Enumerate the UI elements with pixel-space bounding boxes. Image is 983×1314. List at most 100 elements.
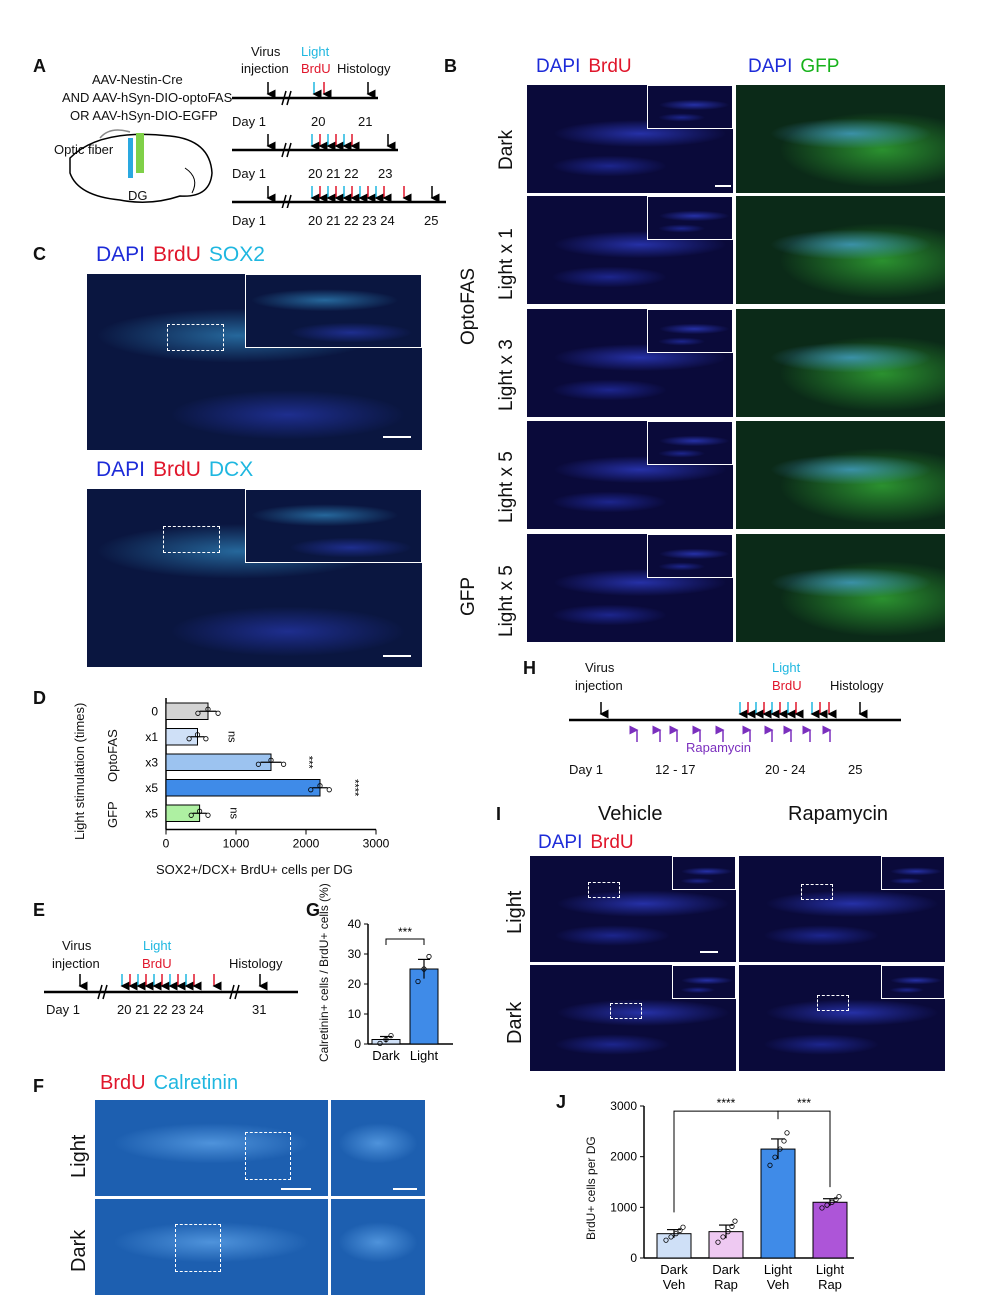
a-brdu-label: BrdU [301, 61, 331, 76]
d-group-optofas: OptoFAS [105, 729, 120, 782]
d-category-label: 0 [151, 704, 158, 718]
i-stain-dapi: DAPI [538, 832, 582, 853]
f-light-zoom-scalebar [393, 1188, 417, 1190]
b-group-label-gfp: GFP [458, 577, 480, 616]
b-zoom-inset [647, 421, 733, 465]
d-category-label: x5 [145, 781, 158, 795]
i-scalebar-lv [700, 951, 718, 953]
j-bar [761, 1149, 795, 1258]
d-significance: ns [228, 807, 240, 819]
d-category-label: x3 [145, 755, 158, 769]
panel-label-d: D [33, 688, 46, 709]
h-d12: 12 - 17 [655, 762, 695, 777]
g-category-label: Light [410, 1048, 439, 1063]
panel-label-j: J [556, 1092, 566, 1113]
j-y-tick-label: 2000 [610, 1150, 637, 1164]
j-category-label-2: Rap [714, 1277, 738, 1292]
b-row-label-light1: Light x 1 [496, 228, 518, 300]
j-data-point [837, 1194, 841, 1198]
h-light-label: Light [772, 660, 800, 675]
i-stain-brdu: BrdU [590, 832, 633, 853]
i-roi-lv [588, 882, 620, 898]
e-histology-label: Histology [229, 956, 282, 971]
j-ylabel: BrdU+ cells per DG [584, 1136, 598, 1240]
i-roi-dr [817, 995, 849, 1011]
b-dapi-brdu-image [527, 421, 733, 529]
b-dapi-brdu-image [527, 85, 733, 193]
b-dapi-gfp-image [736, 309, 945, 417]
j-category-label-1: Dark [712, 1262, 740, 1277]
timeline-e-graphic [40, 970, 302, 1002]
h-brdu-label: BrdU [772, 678, 802, 693]
j-significance: *** [797, 1096, 811, 1110]
d-bar [166, 780, 320, 797]
f-stain-calretinin: Calretinin [154, 1072, 238, 1094]
panel-label-b: B [444, 56, 457, 77]
h-rapamycin-label: Rapamycin [686, 740, 751, 755]
f-dark-roi [175, 1224, 221, 1272]
a-t3-days: 20 21 22 23 24 [308, 213, 395, 228]
h-histology-label: Histology [830, 678, 883, 693]
a-t2-day1: Day 1 [232, 166, 266, 181]
g-y-tick-label: 0 [354, 1037, 361, 1051]
e-virus-label-2: injection [52, 956, 100, 971]
i-light-vehicle [530, 856, 736, 962]
c-inset-sox2 [245, 274, 422, 348]
panel-label-e: E [33, 900, 45, 921]
i-roi-lr [801, 884, 833, 900]
j-data-point [785, 1131, 789, 1135]
f-light-zoom [331, 1100, 425, 1196]
b-zoom-inset [647, 534, 733, 578]
c-header-2: DAPIBrdUDCX [96, 458, 261, 482]
g-y-tick-label: 30 [348, 947, 362, 961]
dg-label: DG [128, 188, 148, 203]
i-dark-rapamycin [739, 965, 945, 1071]
d-data-point [327, 788, 331, 792]
c-micrograph-dcx [87, 489, 422, 667]
c-roi-dcx [163, 526, 220, 553]
b-dapi-gfp-image [736, 421, 945, 529]
f-row-light: Light [68, 1135, 91, 1178]
b-dapi-gfp-image [736, 196, 945, 304]
b-row-label-light3: Light x 3 [496, 339, 518, 411]
brain-schematic [60, 118, 220, 218]
b-row-label-gfp-light5: Light x 5 [496, 565, 518, 637]
a-t2-end: 23 [378, 166, 392, 181]
b-row-label-light5: Light x 5 [496, 451, 518, 523]
d-x-tick-label: 2000 [293, 837, 320, 851]
d-data-point [216, 711, 220, 715]
b-zoom-inset [647, 309, 733, 353]
b-row-label-dark: Dark [496, 130, 518, 170]
c-roi-sox2 [167, 324, 224, 351]
i-inset-lv [672, 856, 736, 890]
b-dapi-brdu-image [527, 534, 733, 642]
d-category-label: x1 [145, 730, 158, 744]
i-stain-header: DAPI BrdU [538, 832, 642, 854]
f-light-overview [95, 1100, 328, 1196]
a-t1-end: 21 [358, 114, 372, 129]
a-virus-label-2: injection [241, 61, 289, 76]
j-category-label-1: Dark [660, 1262, 688, 1277]
c-stain-dapi-2: DAPI [96, 458, 145, 481]
d-xlabel: SOX2+/DCX+ BrdU+ cells per DG [156, 862, 353, 877]
c-stain-brdu-2: BrdU [153, 458, 201, 481]
g-category-label: Dark [372, 1048, 400, 1063]
e-end: 31 [252, 1002, 266, 1017]
b-zoom-inset [647, 196, 733, 240]
d-significance: *** [303, 756, 315, 770]
j-y-tick-label: 3000 [610, 1099, 637, 1113]
f-row-dark: Dark [68, 1230, 91, 1272]
panel-label-i: I [496, 804, 501, 825]
i-light-rapamycin [739, 856, 945, 962]
panel-label-c: C [33, 244, 46, 265]
d-x-tick-label: 0 [163, 837, 170, 851]
b-scalebar [715, 185, 731, 187]
virus-construct-2: AND AAV-hSyn-DIO-optoFAS [62, 90, 232, 105]
g-data-point [389, 1033, 393, 1037]
b-stain-dapi: DAPI [536, 56, 580, 77]
j-bar-chart: 0100020003000DarkVehDarkRapLightVehLight… [600, 1082, 860, 1312]
d-group-gfp: GFP [105, 801, 120, 828]
a-t1-day1: Day 1 [232, 114, 266, 129]
h-virus-label-1: Virus [585, 660, 614, 675]
c-scalebar-sox2 [383, 436, 411, 438]
